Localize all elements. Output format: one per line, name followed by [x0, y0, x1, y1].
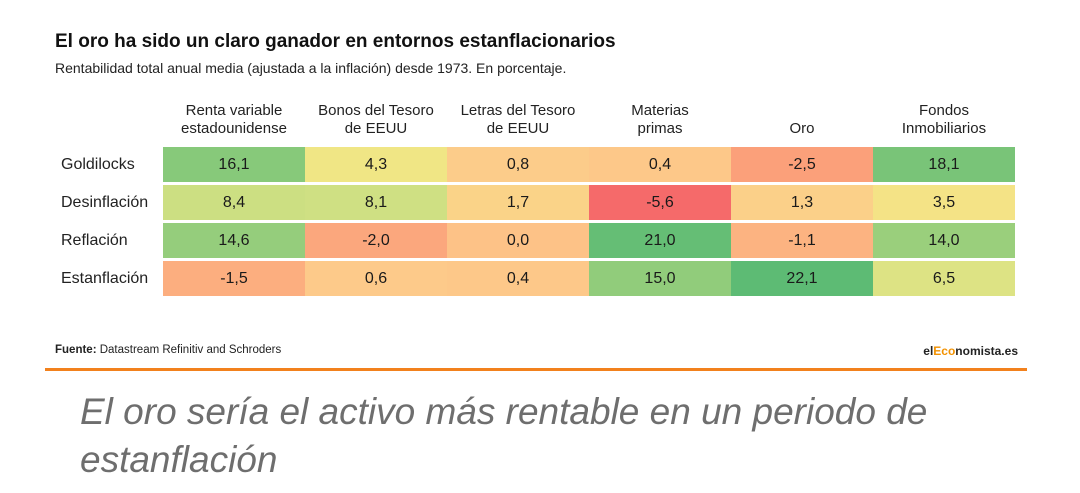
column-header: Oro [789, 120, 815, 137]
heatmap-cell: 16,1 [163, 147, 305, 182]
heatmap-cell: -1,1 [731, 223, 873, 258]
source-prefix: Fuente: [55, 344, 97, 356]
divider-line [45, 368, 1027, 371]
heatmap-cell: 14,0 [873, 223, 1015, 258]
heatmap-cell: 0,0 [447, 223, 589, 258]
brand-part1: el [923, 344, 934, 358]
source-text: Datastream Refinitiv and Schroders [96, 344, 282, 356]
heatmap-cell: 3,5 [873, 185, 1015, 220]
brand-logo: elEconomista.es [923, 344, 1018, 358]
heatmap-cell: 14,6 [163, 223, 305, 258]
heatmap-cell: 0,4 [447, 261, 589, 296]
chart-title: El oro ha sido un claro ganador en entor… [55, 31, 616, 52]
row-label: Goldilocks [61, 156, 135, 173]
heatmap-cell: -5,6 [589, 185, 731, 220]
column-header: Bonos del Tesoro de EEUU [318, 102, 434, 137]
heatmap-table: Renta variable estadounidense Bonos del T… [55, 90, 1017, 300]
heatmap-cell: 6,5 [873, 261, 1015, 296]
heatmap-cell: 0,6 [305, 261, 447, 296]
heatmap-cell: 18,1 [873, 147, 1015, 182]
article-caption: El oro sería el activo más rentable en u… [80, 391, 928, 480]
heatmap-cell: 22,1 [731, 261, 873, 296]
heatmap-cell: 8,4 [163, 185, 305, 220]
heatmap-cell: 0,8 [447, 147, 589, 182]
brand-part2: Eco [933, 344, 956, 358]
row-label: Reflación [61, 232, 128, 249]
heatmap-cell: -2,0 [305, 223, 447, 258]
source-note: Fuente: Datastream Refinitiv and Schrode… [55, 344, 281, 356]
heatmap-cell: 21,0 [589, 223, 731, 258]
row-label: Desinflación [61, 194, 149, 211]
heatmap-cell: 15,0 [589, 261, 731, 296]
chart-subtitle: Rentabilidad total anual media (ajustada… [55, 60, 567, 76]
heatmap-cell: 0,4 [589, 147, 731, 182]
heatmap-cell: 8,1 [305, 185, 447, 220]
column-header: Letras del Tesoro de EEUU [460, 102, 576, 137]
brand-part3: nomista.es [955, 344, 1018, 358]
column-header: Renta variable estadounidense [181, 102, 287, 137]
column-header: Fondos Inmobiliarios [901, 102, 987, 137]
heatmap-cell: 1,3 [731, 185, 873, 220]
row-label: Estanflación [61, 270, 149, 287]
heatmap-cell: -1,5 [163, 261, 305, 296]
heatmap-cell: 4,3 [305, 147, 447, 182]
heatmap-cell: 1,7 [447, 185, 589, 220]
heatmap-cell: -2,5 [731, 147, 873, 182]
column-header: Materias primas [631, 102, 689, 137]
